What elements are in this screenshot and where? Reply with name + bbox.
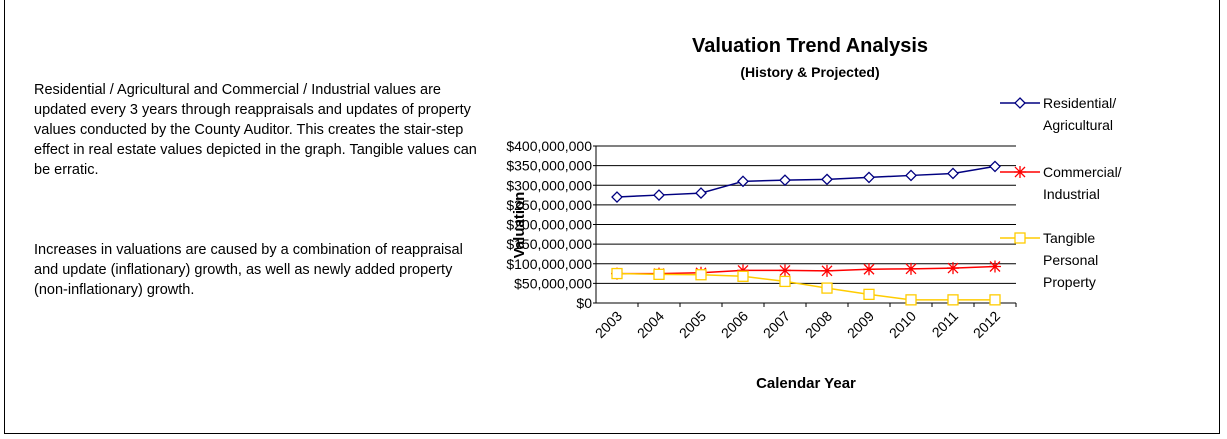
y-tick-label: $350,000,000 <box>506 158 592 174</box>
series-line <box>616 165 996 198</box>
marker <box>989 260 1001 273</box>
x-tick-label: 2005 <box>676 308 709 341</box>
x-tick-label: 2010 <box>886 308 919 341</box>
legend-label: Tangible Personal Property <box>1043 230 1102 290</box>
marker <box>611 191 623 203</box>
y-tick-label: $0 <box>576 295 592 311</box>
marker <box>821 282 833 294</box>
marker <box>989 294 1001 306</box>
legend-label: Commercial/ Industrial <box>1043 164 1125 202</box>
x-axis-title: Calendar Year <box>756 375 856 392</box>
series-line <box>617 265 996 275</box>
marker <box>653 189 665 201</box>
marker <box>821 264 833 277</box>
y-axis-title: Valuation <box>511 192 528 259</box>
marker <box>737 175 749 188</box>
marker <box>653 268 665 280</box>
marker <box>1014 232 1026 244</box>
marker <box>863 171 875 184</box>
y-tick-label: $250,000,000 <box>506 197 592 213</box>
marker <box>821 173 833 186</box>
x-tick-label: 2007 <box>760 308 793 341</box>
marker <box>863 263 875 276</box>
y-tick-label: $200,000,000 <box>506 217 592 233</box>
marker <box>905 294 917 306</box>
x-tick-label: 2003 <box>592 308 625 341</box>
marker <box>695 187 707 200</box>
x-tick-label: 2012 <box>970 308 1003 341</box>
y-tick-label: $50,000,000 <box>514 275 592 291</box>
x-tick-label: 2008 <box>802 308 835 341</box>
paragraph: Increases in valuations are caused by a … <box>34 242 463 298</box>
marker <box>737 264 749 277</box>
chart-subtitle: (History & Projected) <box>740 64 879 80</box>
x-tick-label: 2011 <box>929 308 962 341</box>
y-tick-label: $150,000,000 <box>506 236 592 252</box>
y-tick-label: $100,000,000 <box>506 256 592 272</box>
marker <box>1014 97 1026 109</box>
x-tick-label: 2004 <box>634 308 667 341</box>
y-tick-label: $300,000,000 <box>506 177 592 193</box>
frame <box>4 0 1220 434</box>
marker <box>779 174 791 187</box>
marker <box>947 167 959 180</box>
marker <box>947 294 959 306</box>
marker <box>863 288 875 301</box>
marker <box>905 169 917 182</box>
x-tick-label: 2009 <box>844 308 877 341</box>
marker <box>737 270 749 282</box>
y-tick-label: $400,000,000 <box>506 138 592 154</box>
series-line <box>616 272 995 301</box>
marker <box>695 269 707 281</box>
legend-label: Residential/ Agricultural <box>1043 95 1120 133</box>
paragraph: Residential / Agricultural and Commercia… <box>34 82 477 178</box>
marker <box>905 262 917 275</box>
marker <box>989 160 1001 173</box>
marker <box>779 264 791 277</box>
x-tick-label: 2006 <box>718 308 751 341</box>
marker <box>611 267 623 280</box>
marker <box>1014 166 1026 178</box>
marker <box>947 262 959 275</box>
chart-title: Valuation Trend Analysis <box>692 35 928 57</box>
marker <box>779 275 791 288</box>
